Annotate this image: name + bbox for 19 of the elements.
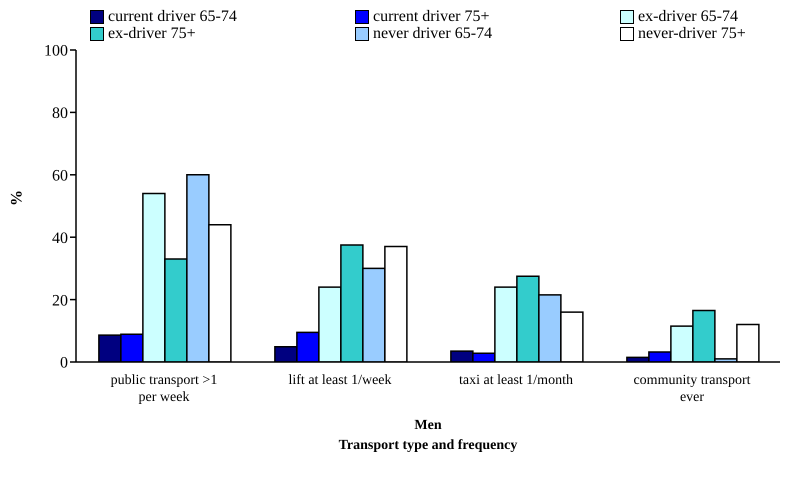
x-axis-title: Transport type and frequency [338,437,518,455]
legend-label: current driver 65-74 [108,8,237,25]
y-axis-title: % [8,190,26,206]
x-tick-label: taxi at least 1/month [459,373,573,388]
y-tick-label: 80 [52,105,68,122]
y-tick-label: 40 [52,230,68,247]
y-tick-label: 20 [52,292,68,310]
legend-label: never-driver 75+ [638,25,746,42]
text: Men [413,417,443,435]
y-tick-label: 100 [44,42,68,60]
y-tick-label: 0 [60,354,68,372]
legend-label: current driver 75+ [373,8,490,25]
legend-label: ex-driver 75+ [108,25,196,42]
x-tick-label: community transport ever [633,373,751,405]
legend-label: never driver 65-74 [373,25,492,42]
x-tick-label: public transport >1 per week [110,373,218,405]
legend-label: ex-driver 65-74 [638,8,738,25]
y-tick-label: 60 [52,167,68,184]
x-tick-label: lift at least 1/week [288,373,392,388]
